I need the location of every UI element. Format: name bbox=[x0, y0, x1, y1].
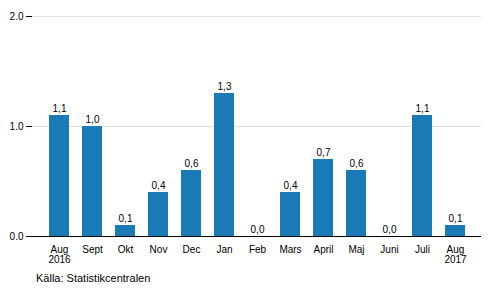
svg-text:1.0: 1.0 bbox=[10, 121, 24, 132]
html-text:Källa: Statistikcentralen: Källa: Statistikcentralen bbox=[36, 272, 151, 284]
svg-text:Dec: Dec bbox=[183, 244, 201, 255]
svg-text:Juli: Juli bbox=[415, 244, 430, 255]
svg-text:1,0: 1,0 bbox=[86, 114, 100, 125]
svg-text:Mars: Mars bbox=[279, 244, 301, 255]
svg-text:Maj: Maj bbox=[348, 244, 364, 255]
svg-text:1,1: 1,1 bbox=[53, 103, 67, 114]
svg-text:1,3: 1,3 bbox=[218, 81, 232, 92]
svg-text:0,6: 0,6 bbox=[350, 158, 364, 169]
svg-text:Juni: Juni bbox=[380, 244, 398, 255]
svg-text:0,4: 0,4 bbox=[152, 180, 166, 191]
svg-text:Aug2017: Aug2017 bbox=[444, 244, 467, 265]
svg-text:Sept: Sept bbox=[82, 244, 103, 255]
svg-text:0,4: 0,4 bbox=[284, 180, 298, 191]
svg-text:Nov: Nov bbox=[150, 244, 168, 255]
svg-text:0,0: 0,0 bbox=[383, 224, 397, 235]
svg-text:0.0: 0.0 bbox=[10, 231, 24, 242]
svg-text:Jan: Jan bbox=[216, 244, 232, 255]
svg-text:0,1: 0,1 bbox=[449, 213, 463, 224]
svg-text:Okt: Okt bbox=[118, 244, 134, 255]
svg-text:0,6: 0,6 bbox=[185, 158, 199, 169]
svg-text:0,0: 0,0 bbox=[251, 224, 265, 235]
svg-text:Feb: Feb bbox=[249, 244, 267, 255]
svg-text:April: April bbox=[313, 244, 333, 255]
svg-text:Aug2016: Aug2016 bbox=[48, 244, 71, 265]
svg-text:0,7: 0,7 bbox=[317, 147, 331, 158]
svg-text:2.0: 2.0 bbox=[10, 11, 24, 22]
svg-text:1,1: 1,1 bbox=[416, 103, 430, 114]
svg-text:0,1: 0,1 bbox=[119, 213, 133, 224]
